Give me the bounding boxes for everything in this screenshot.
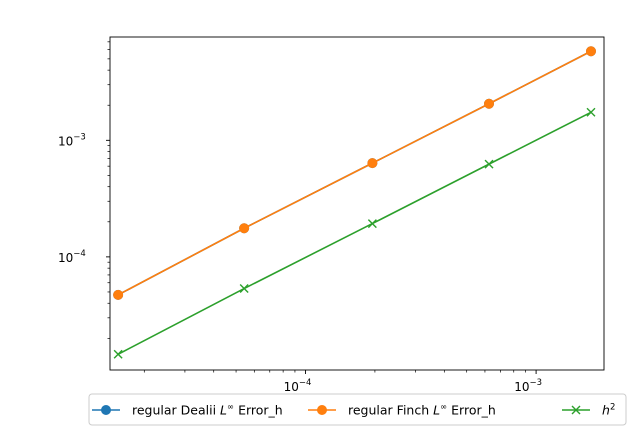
y-tick-exponent: −3 — [73, 132, 86, 142]
data-point — [585, 46, 596, 57]
y-tick-label: 10−4 — [58, 249, 86, 265]
legend-box — [88, 393, 627, 426]
data-point — [484, 159, 494, 169]
legend-label-math: h — [602, 403, 610, 418]
marker-stroke — [113, 349, 123, 359]
data-point — [484, 98, 495, 109]
x-tick-exponent: −3 — [529, 378, 542, 388]
marker-stroke — [239, 284, 249, 294]
legend-marker — [571, 405, 581, 415]
legend-label-sup: ∞ — [440, 403, 447, 413]
x-tick-base: 10 — [514, 380, 529, 394]
data-point — [239, 284, 249, 294]
series-layer — [113, 46, 596, 359]
legend-entry-0: regular Dealii L∞ Error_h — [92, 403, 283, 418]
series-2 — [113, 107, 596, 359]
marker-stroke — [484, 159, 494, 169]
legend-label-text: Error_h — [234, 403, 283, 418]
y-tick-label: 10−3 — [58, 132, 86, 148]
legend-label: regular Finch L∞ Error_h — [348, 403, 496, 418]
legend-marker — [317, 405, 327, 415]
series-line — [117, 111, 592, 355]
x-tick-label: 10−4 — [284, 378, 312, 394]
y-tick-base: 10 — [58, 251, 73, 265]
y-tick-base: 10 — [58, 134, 73, 148]
x-tick-label: 10−3 — [514, 378, 542, 394]
legend-label-math: L — [220, 403, 227, 418]
x-tick-base: 10 — [284, 380, 299, 394]
legend: regular Dealii L∞ Error_h regular Finch L… — [88, 393, 627, 426]
legend-entry-2: h2 — [562, 403, 615, 418]
series-line — [117, 50, 592, 296]
axes-layer: 10−4 10−310−410−3 — [58, 41, 542, 394]
data-point — [113, 289, 124, 300]
y-tick-exponent: −4 — [73, 249, 86, 259]
data-point — [367, 158, 378, 169]
plot-frame — [109, 36, 605, 371]
x-tick-exponent: −4 — [299, 378, 312, 388]
data-point — [586, 107, 596, 117]
legend-label: regular Dealii L∞ Error_h — [132, 403, 283, 418]
legend-label-math: L — [433, 403, 440, 418]
marker-stroke — [367, 219, 377, 229]
marker-stroke — [586, 107, 596, 117]
marker-stroke — [571, 405, 581, 415]
data-point — [367, 219, 377, 229]
legend-marker — [101, 405, 111, 415]
data-point — [113, 349, 123, 359]
legend-label: h2 — [602, 403, 615, 418]
data-point — [239, 223, 250, 234]
legend-label-sup: 2 — [610, 403, 615, 413]
legend-label-text: regular Finch — [348, 403, 433, 418]
legend-label-text: Error_h — [447, 403, 496, 418]
legend-label-sup: ∞ — [227, 403, 234, 413]
series-1 — [113, 46, 596, 300]
legend-label-text: regular Dealii — [132, 403, 220, 418]
legend-entry-1: regular Finch L∞ Error_h — [308, 403, 496, 418]
